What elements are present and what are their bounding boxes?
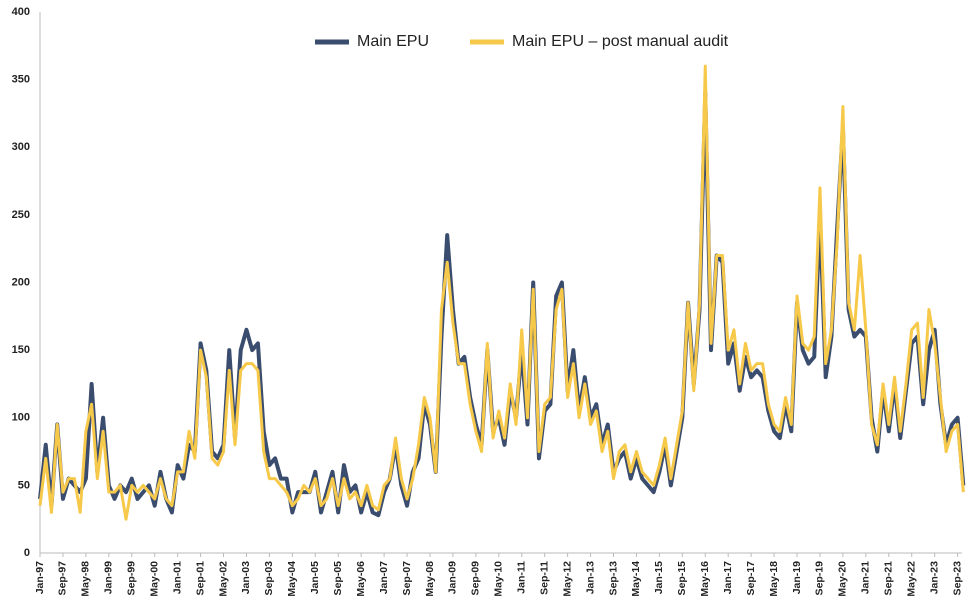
x-tick-label: May-06 xyxy=(355,561,367,597)
x-tick-label: Jan-23 xyxy=(928,561,940,594)
x-tick-label: May-00 xyxy=(148,561,160,597)
x-tick-label: Jan-03 xyxy=(240,561,252,594)
x-tick-label: May-98 xyxy=(80,561,92,597)
x-tick-label: Sep-11 xyxy=(538,561,550,595)
x-tick-label: Sep-07 xyxy=(401,561,413,596)
y-tick-label: 250 xyxy=(12,209,30,221)
x-tick-label: Sep-97 xyxy=(57,561,69,596)
x-tick-label: Jan-97 xyxy=(34,561,46,594)
x-tick-label: May-18 xyxy=(768,561,780,597)
x-tick-label: Jan-17 xyxy=(722,561,734,594)
x-tick-label: Jan-99 xyxy=(103,561,115,594)
x-tick-label: Jan-05 xyxy=(309,561,321,594)
series-line xyxy=(38,64,965,521)
y-tick-label: 200 xyxy=(12,276,30,288)
y-tick-label: 50 xyxy=(18,479,30,491)
x-tick-label: May-20 xyxy=(837,561,849,597)
x-tick-label: Jan-09 xyxy=(447,561,459,594)
x-tick-label: May-04 xyxy=(286,561,298,597)
x-tick-label: Sep-99 xyxy=(126,561,138,596)
x-tick-label: Jan-01 xyxy=(171,561,183,594)
x-tick-label: May-10 xyxy=(493,561,505,597)
x-tick-label: Jan-07 xyxy=(378,561,390,594)
x-tick-label: May-12 xyxy=(561,561,573,597)
x-tick-label: Sep-21 xyxy=(883,561,895,596)
y-tick-label: 0 xyxy=(24,547,30,559)
x-tick-label: Sep-09 xyxy=(470,561,482,596)
legend-label: Main EPU xyxy=(357,33,429,50)
x-tick-label: May-14 xyxy=(630,561,642,597)
legend-label: Main EPU – post manual audit xyxy=(512,33,729,50)
x-tick-label: Sep-13 xyxy=(607,561,619,596)
x-tick-label: May-16 xyxy=(699,561,711,597)
x-tick-label: Sep-23 xyxy=(951,561,963,596)
y-tick-label: 350 xyxy=(12,74,30,86)
x-tick-label: Sep-19 xyxy=(814,561,826,596)
x-tick-label: Sep-15 xyxy=(676,561,688,596)
x-tick-label: Sep-03 xyxy=(263,561,275,596)
x-tick-label: Jan-19 xyxy=(791,561,803,594)
x-tick-label: Jan-13 xyxy=(584,561,596,594)
x-tick-label: May-02 xyxy=(217,561,229,597)
x-tick-label: Jan-21 xyxy=(860,561,872,594)
x-tick-label: May-08 xyxy=(424,561,436,597)
x-tick-label: Sep-17 xyxy=(745,561,757,596)
x-tick-label: Sep-05 xyxy=(332,561,344,596)
x-tick-label: Jan-11 xyxy=(516,561,528,594)
x-tick-label: Sep-01 xyxy=(194,561,206,596)
x-tick-label: May-22 xyxy=(906,561,918,597)
y-tick-label: 300 xyxy=(12,141,30,153)
y-tick-label: 150 xyxy=(12,344,30,356)
y-tick-label: 400 xyxy=(12,6,30,18)
x-tick-label: Jan-15 xyxy=(653,561,665,594)
y-tick-label: 100 xyxy=(12,412,30,424)
